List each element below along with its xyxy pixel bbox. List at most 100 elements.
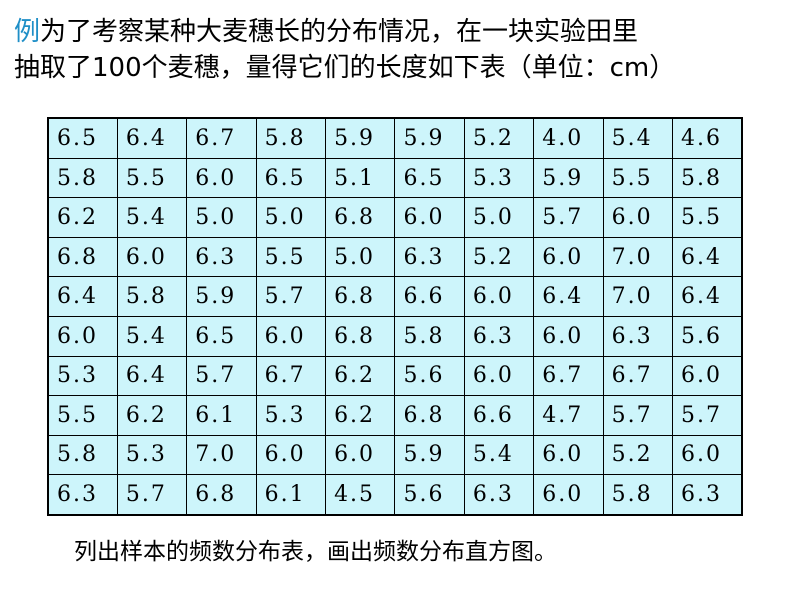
table-cell: 5.5 xyxy=(602,157,674,199)
table-cell: 6.4 xyxy=(116,355,188,397)
table-cell: 6.7 xyxy=(602,355,674,397)
table-cell: 5.7 xyxy=(255,276,327,317)
table-cell: 5.4 xyxy=(602,117,674,159)
table-cell: 5.1 xyxy=(325,157,396,199)
table-cell: 5.3 xyxy=(116,434,188,476)
table-cell: 6.0 xyxy=(602,197,674,238)
table-cell: 6.7 xyxy=(255,355,327,397)
table-cell: 5.4 xyxy=(116,315,188,357)
table-cell: 5.7 xyxy=(533,197,604,238)
table-cell: 6.0 xyxy=(533,315,604,357)
table-cell: 6.4 xyxy=(533,276,604,317)
table-cell: 6.0 xyxy=(463,276,535,317)
table-cell: 6.0 xyxy=(255,434,327,476)
table-cell: 6.0 xyxy=(325,434,396,476)
table-cell: 5.5 xyxy=(255,236,327,278)
table-cell: 4.5 xyxy=(325,474,396,516)
table-cell: 5.7 xyxy=(186,355,257,397)
table-cell: 4.0 xyxy=(533,117,604,159)
data-table-container: 6.5 6.4 6.7 5.8 5.9 5.9 5.2 4.0 5.4 4.6 5.8 5.5 6.0 6… xyxy=(47,117,743,516)
table-cell: 6.2 xyxy=(116,395,188,436)
table-cell: 5.6 xyxy=(394,474,465,516)
table-cell: 6.2 xyxy=(47,197,118,238)
table-cell: 5.4 xyxy=(463,434,535,476)
barley-length-table: 6.5 6.4 6.7 5.8 5.9 5.9 5.2 4.0 5.4 4.6 5.8 5.5 6.0 6… xyxy=(47,117,743,516)
problem-text-line1: 为了考察某种大麦穗长的分布情况，在一块实验田里 xyxy=(40,17,639,47)
table-cell: 5.8 xyxy=(47,434,118,476)
table-cell: 6.8 xyxy=(394,395,465,436)
table-cell: 5.8 xyxy=(255,117,327,159)
table-cell: 5.5 xyxy=(47,395,118,436)
table-row: 6.3 5.7 6.8 6.1 4.5 5.6 6.3 6.0 5.8 6.3 xyxy=(47,474,743,516)
table-row: 6.2 5.4 5.0 5.0 6.8 6.0 5.0 5.7 6.0 5.5 xyxy=(47,197,743,238)
table-cell: 7.0 xyxy=(602,276,674,317)
table-cell: 5.9 xyxy=(533,157,604,199)
table-cell: 6.0 xyxy=(533,434,604,476)
table-cell: 5.8 xyxy=(47,157,118,199)
table-cell: 6.3 xyxy=(463,315,535,357)
table-cell: 6.1 xyxy=(255,474,327,516)
table-cell: 6.0 xyxy=(672,434,743,476)
table-cell: 6.0 xyxy=(255,315,327,357)
table-body: 6.5 6.4 6.7 5.8 5.9 5.9 5.2 4.0 5.4 4.6 5.8 5.5 6.0 6… xyxy=(47,117,743,516)
table-cell: 5.3 xyxy=(255,395,327,436)
problem-statement: 例为了考察某种大麦穗长的分布情况，在一块实验田里 抽取了100个麦穗，量得它们的长… xyxy=(14,14,784,86)
table-cell: 6.5 xyxy=(255,157,327,199)
table-cell: 5.4 xyxy=(116,197,188,238)
table-cell: 6.8 xyxy=(325,197,396,238)
table-cell: 6.3 xyxy=(463,474,535,516)
table-cell: 5.5 xyxy=(672,197,743,238)
table-cell: 5.7 xyxy=(116,474,188,516)
table-cell: 5.9 xyxy=(186,276,257,317)
table-row: 6.0 5.4 6.5 6.0 6.8 5.8 6.3 6.0 6.3 5.6 xyxy=(47,315,743,357)
table-cell: 5.8 xyxy=(116,276,188,317)
table-cell: 5.9 xyxy=(325,117,396,159)
table-cell: 5.3 xyxy=(47,355,118,397)
table-cell: 6.4 xyxy=(116,117,188,159)
table-cell: 5.0 xyxy=(463,197,535,238)
table-cell: 6.0 xyxy=(116,236,188,278)
table-cell: 6.0 xyxy=(533,474,604,516)
table-cell: 6.4 xyxy=(672,236,743,278)
table-cell: 5.9 xyxy=(394,117,465,159)
table-cell: 6.8 xyxy=(325,276,396,317)
table-cell: 5.0 xyxy=(186,197,257,238)
table-cell: 6.8 xyxy=(186,474,257,516)
table-cell: 6.2 xyxy=(325,355,396,397)
table-cell: 6.1 xyxy=(186,395,257,436)
table-cell: 4.7 xyxy=(533,395,604,436)
table-cell: 6.0 xyxy=(463,355,535,397)
table-cell: 6.4 xyxy=(672,276,743,317)
table-row: 6.8 6.0 6.3 5.5 5.0 6.3 5.2 6.0 7.0 6.4 xyxy=(47,236,743,278)
table-cell: 5.2 xyxy=(602,434,674,476)
table-cell: 6.3 xyxy=(602,315,674,357)
table-row: 5.8 5.3 7.0 6.0 6.0 5.9 5.4 6.0 5.2 6.0 xyxy=(47,434,743,476)
table-cell: 6.0 xyxy=(186,157,257,199)
table-cell: 6.5 xyxy=(186,315,257,357)
example-label: 例 xyxy=(14,17,41,47)
table-row: 6.4 5.8 5.9 5.7 6.8 6.6 6.0 6.4 7.0 6.4 xyxy=(47,276,743,317)
table-cell: 6.3 xyxy=(186,236,257,278)
table-cell: 5.9 xyxy=(394,434,465,476)
table-cell: 6.3 xyxy=(47,474,118,516)
table-cell: 6.7 xyxy=(186,117,257,159)
table-cell: 6.4 xyxy=(47,276,118,317)
table-cell: 7.0 xyxy=(602,236,674,278)
table-cell: 5.8 xyxy=(602,474,674,516)
table-cell: 6.3 xyxy=(672,474,743,516)
table-cell: 6.7 xyxy=(533,355,604,397)
table-cell: 6.8 xyxy=(325,315,396,357)
table-cell: 7.0 xyxy=(186,434,257,476)
table-cell: 5.8 xyxy=(672,157,743,199)
table-cell: 5.3 xyxy=(463,157,535,199)
table-cell: 6.0 xyxy=(533,236,604,278)
table-row: 5.5 6.2 6.1 5.3 6.2 6.8 6.6 4.7 5.7 5.7 xyxy=(47,395,743,436)
table-cell: 6.0 xyxy=(394,197,465,238)
table-cell: 5.2 xyxy=(463,236,535,278)
table-cell: 4.6 xyxy=(672,117,743,159)
table-cell: 5.6 xyxy=(672,315,743,357)
table-cell: 6.5 xyxy=(394,157,465,199)
table-row: 5.3 6.4 5.7 6.7 6.2 5.6 6.0 6.7 6.7 6.0 xyxy=(47,355,743,397)
table-cell: 6.3 xyxy=(394,236,465,278)
